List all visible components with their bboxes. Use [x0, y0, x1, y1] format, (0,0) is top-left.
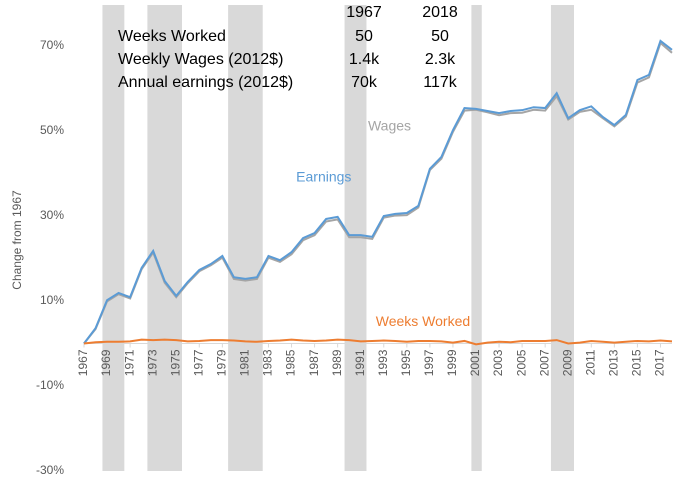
series-label: Wages [368, 117, 411, 133]
y-tick-label: -10% [36, 378, 64, 392]
x-tick-label: 2005 [514, 349, 528, 376]
y-tick-label: -30% [36, 463, 64, 477]
x-tick-label: 1993 [376, 349, 390, 376]
series-line [83, 39, 673, 345]
x-tick-label: 1989 [330, 349, 344, 376]
x-tick-label: 1979 [215, 349, 229, 376]
table-cell: 50 [431, 28, 449, 45]
x-tick-label: 1969 [99, 349, 113, 376]
table-row-label: Weekly Wages (2012$) [118, 51, 283, 68]
y-tick-label: 70% [40, 38, 64, 52]
x-tick-label: 1995 [399, 349, 413, 376]
x-tick-label: 1981 [238, 349, 252, 376]
table-row-label: Weeks Worked [118, 28, 226, 45]
x-tick-label: 1991 [353, 349, 367, 376]
y-axis-label: Change from 1967 [10, 190, 24, 290]
x-tick-label: 1997 [422, 349, 436, 376]
shaded-period [228, 5, 263, 471]
table-cell: 1.4k [349, 51, 380, 68]
x-tick-label: 1971 [122, 349, 136, 376]
shaded-period [471, 5, 482, 471]
x-tick-label: 1975 [168, 349, 182, 376]
shaded-period [550, 5, 574, 471]
series-label: Weeks Worked [376, 313, 470, 329]
table-cell: 50 [355, 28, 373, 45]
series-line [83, 338, 673, 346]
x-tick-label: 2011 [583, 349, 597, 375]
table-cell: 70k [351, 74, 378, 91]
x-tick-label: 2013 [607, 349, 621, 376]
x-tick-label: 1983 [261, 349, 275, 376]
y-tick-label: 10% [40, 293, 64, 307]
shaded-period [102, 5, 125, 471]
x-tick-label: 2001 [468, 349, 482, 376]
table-cell: 2.3k [425, 51, 456, 68]
x-tick-label: 1977 [191, 349, 205, 376]
table-row-label: Annual earnings (2012$) [118, 74, 293, 91]
x-tick-label: 1987 [307, 349, 321, 376]
table-cell: 117k [423, 74, 458, 91]
y-tick-label: 50% [40, 123, 64, 137]
series-label: Earnings [296, 168, 351, 184]
x-tick-label: 1985 [284, 349, 298, 376]
x-tick-label: 2003 [491, 349, 505, 376]
x-tick-label: 2017 [653, 349, 667, 376]
x-tick-label: 1967 [76, 349, 90, 376]
table-header: 1967 [346, 4, 382, 21]
x-tick-label: 2015 [630, 349, 644, 376]
table-header: 2018 [422, 4, 458, 21]
y-tick-label: 30% [40, 208, 64, 222]
x-tick-label: 2009 [560, 349, 574, 376]
x-tick-label: 1973 [145, 349, 159, 376]
x-tick-label: 2007 [537, 349, 551, 376]
shaded-period [147, 5, 182, 471]
x-tick-label: 1999 [445, 349, 459, 376]
